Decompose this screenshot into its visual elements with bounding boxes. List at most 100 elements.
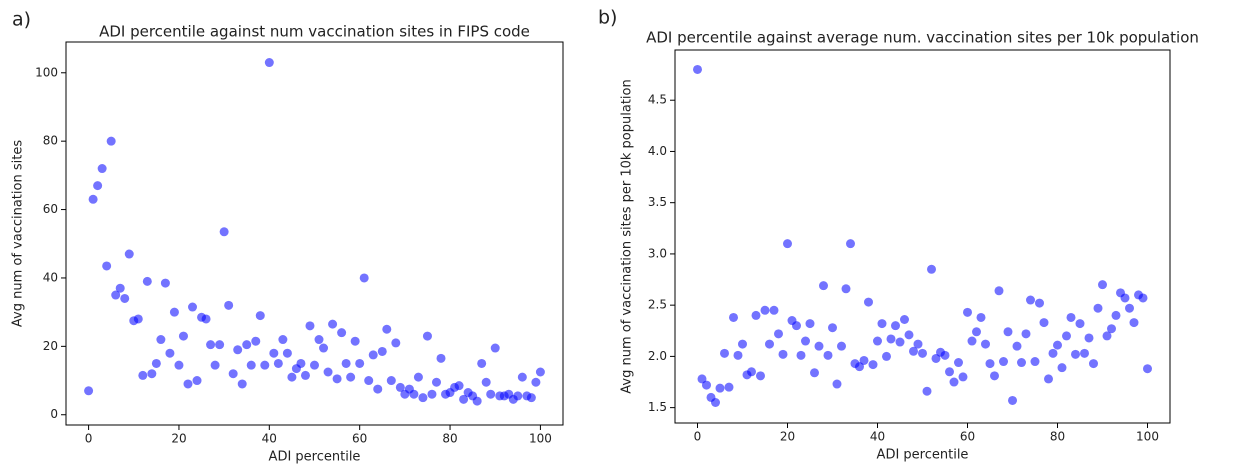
point: [169, 307, 179, 317]
point: [1120, 293, 1130, 303]
point: [310, 360, 319, 370]
point: [341, 358, 351, 368]
point: [138, 370, 148, 380]
point: [251, 336, 261, 346]
point: [409, 389, 419, 399]
x-tick-label: 0: [694, 430, 702, 444]
point: [1098, 280, 1107, 290]
point: [828, 323, 837, 333]
point: [1084, 333, 1094, 343]
point: [1129, 318, 1139, 328]
point: [264, 58, 274, 68]
point: [332, 374, 342, 384]
x-tick-label: 80: [1050, 430, 1065, 444]
point: [454, 381, 464, 391]
point: [1030, 357, 1040, 367]
x-tick-label: 80: [442, 432, 457, 446]
point: [386, 376, 396, 386]
point: [1125, 303, 1134, 313]
point: [84, 386, 94, 396]
point: [715, 383, 725, 393]
point: [115, 283, 125, 293]
y-tick-label: 4.0: [648, 144, 667, 158]
point: [1093, 303, 1103, 313]
point: [368, 350, 378, 360]
point: [97, 164, 107, 174]
point: [391, 338, 401, 348]
point: [151, 358, 161, 368]
point: [819, 281, 828, 291]
point: [201, 314, 211, 324]
point: [147, 369, 157, 379]
point: [124, 249, 134, 259]
point: [868, 360, 878, 370]
point: [242, 340, 252, 350]
plot-frame: [65, 41, 564, 426]
point: [1080, 348, 1089, 358]
y-tick-label: 0: [50, 407, 58, 421]
point: [1089, 359, 1098, 369]
point: [255, 311, 265, 321]
x-tick-label: 40: [870, 430, 885, 444]
point: [765, 339, 774, 349]
point: [486, 389, 496, 399]
point: [769, 305, 779, 315]
point: [1039, 318, 1049, 328]
y-tick-label: 20: [43, 339, 58, 353]
point: [535, 367, 545, 377]
point: [178, 331, 188, 341]
point: [427, 389, 437, 399]
point: [102, 261, 112, 271]
point: [422, 331, 432, 341]
point: [459, 394, 469, 404]
point: [783, 239, 792, 249]
point: [693, 64, 702, 74]
point: [945, 367, 954, 377]
point: [1035, 298, 1044, 308]
point: [1138, 293, 1148, 303]
point: [922, 386, 932, 396]
point: [233, 345, 243, 355]
point: [855, 362, 864, 372]
point: [206, 340, 216, 350]
point: [796, 350, 806, 360]
point: [431, 377, 441, 387]
point: [1044, 374, 1053, 384]
point: [976, 312, 986, 322]
x-axis-label: ADI percentile: [877, 448, 969, 463]
point: [702, 380, 711, 390]
point: [1053, 340, 1062, 350]
point: [1062, 331, 1071, 341]
y-tick-label: 2.0: [648, 349, 667, 363]
point: [472, 396, 482, 406]
point: [711, 398, 720, 408]
point: [985, 359, 995, 369]
point: [940, 350, 950, 360]
x-tick-label: 60: [352, 432, 367, 446]
point: [269, 348, 279, 358]
point: [413, 372, 423, 382]
point: [724, 382, 734, 392]
x-tick-label: 40: [262, 432, 277, 446]
point: [355, 358, 365, 368]
point: [1075, 319, 1085, 329]
point: [994, 286, 1004, 296]
y-tick-label: 80: [43, 134, 58, 148]
point: [918, 348, 927, 358]
panel-label: a): [12, 9, 31, 31]
y-tick-label: 1.5: [648, 400, 667, 414]
y-tick-label: 40: [43, 270, 58, 284]
point: [958, 372, 968, 382]
point: [801, 336, 810, 346]
point: [886, 334, 896, 344]
point: [296, 358, 306, 368]
point: [1143, 364, 1152, 374]
point: [895, 337, 905, 347]
point: [882, 351, 891, 361]
point: [900, 315, 909, 325]
point: [1066, 312, 1076, 322]
y-tick-label: 4.5: [648, 93, 667, 107]
point: [891, 321, 900, 331]
point: [1026, 295, 1035, 305]
